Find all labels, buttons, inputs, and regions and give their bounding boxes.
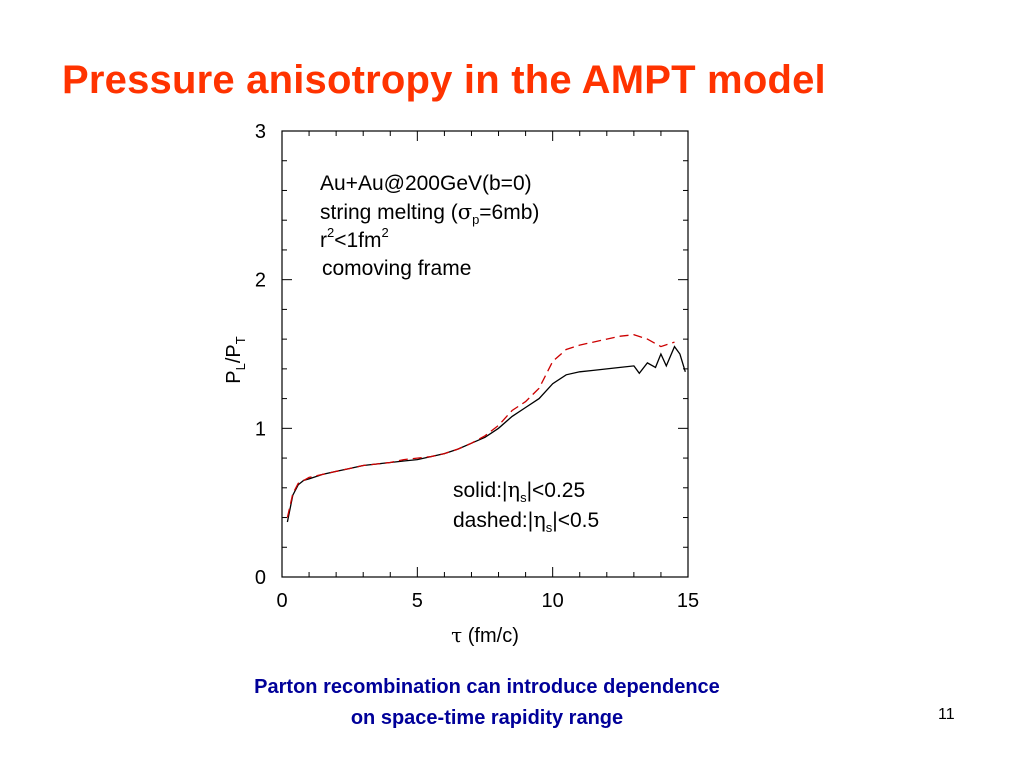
series-line-dashed	[286, 334, 675, 518]
page-number: 11	[938, 706, 955, 723]
annotation-string-melting: string melting (σp=6mb)	[320, 200, 539, 227]
slide-title: Pressure anisotropy in the AMPT model	[62, 58, 826, 102]
y-tick-labels: 0 1 2 3	[255, 121, 266, 589]
caption-line-2: on space-time rapidity range	[350, 707, 624, 729]
caption-line-1: Parton recombination can introduce depen…	[254, 676, 720, 698]
x-tick-label: 0	[276, 590, 287, 612]
y-axis-label: PL/PT	[223, 336, 248, 383]
y-tick-label: 3	[255, 121, 266, 143]
plot-frame	[281, 130, 689, 578]
series-layer	[286, 334, 686, 523]
annotation-frame: comoving frame	[322, 257, 471, 280]
legend-solid: solid:|ηs|<0.25	[453, 478, 585, 505]
y-tick-label: 2	[255, 270, 266, 292]
ticks-layer	[281, 130, 689, 578]
x-tick-label: 15	[677, 590, 699, 612]
x-tick-label: 10	[542, 590, 564, 612]
annotation-system: Au+Au@200GeV(b=0)	[320, 172, 532, 195]
x-axis-label: τ (fm/c)	[451, 623, 519, 647]
x-tick-labels: 0 5 10 15	[276, 590, 699, 612]
y-tick-label: 0	[255, 567, 266, 589]
y-tick-label: 1	[255, 418, 266, 440]
legend-dashed: dashed:|ηs|<0.5	[453, 508, 599, 535]
x-tick-label: 5	[412, 590, 423, 612]
annotation-radius-cut: r2<1fm2	[320, 225, 389, 252]
